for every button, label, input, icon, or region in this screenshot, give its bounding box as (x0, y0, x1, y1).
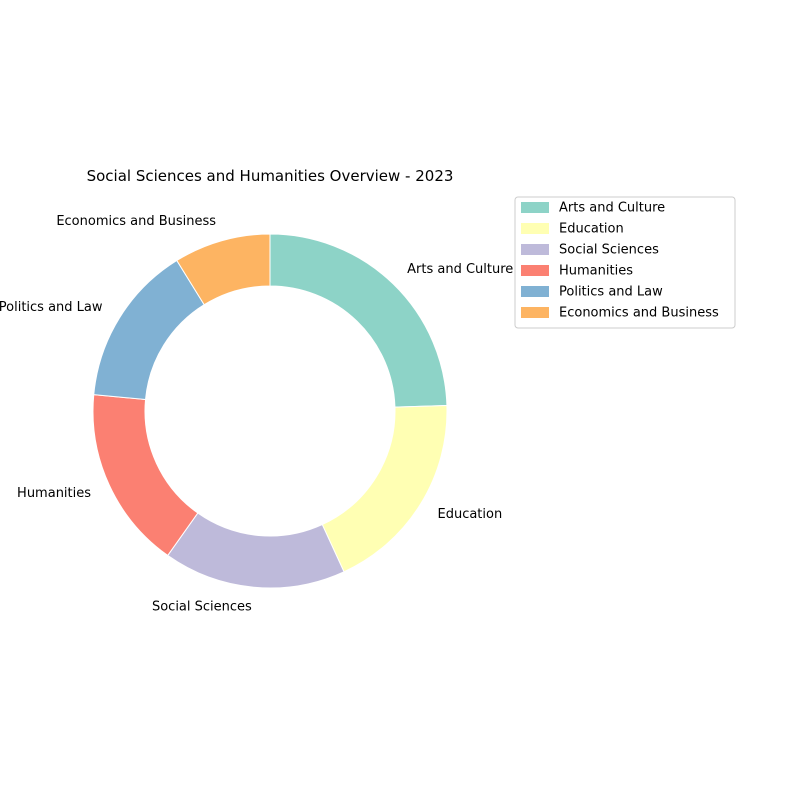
legend-label-social-sciences: Social Sciences (559, 243, 659, 258)
legend-label-economics-and-business: Economics and Business (559, 306, 719, 321)
slice-label-economics-and-business: Economics and Business (56, 214, 216, 229)
legend-frame (514, 196, 736, 329)
slice-economics-and-business (176, 233, 271, 306)
chart-title: Social Sciences and Humanities Overview … (87, 167, 454, 185)
legend-label-humanities: Humanities (559, 264, 633, 279)
slice-label-social-sciences: Social Sciences (152, 600, 252, 615)
slice-labels-group: Arts and Culture Education Social Sciences… (0, 214, 513, 615)
slices-group (92, 233, 448, 589)
legend-label-education: Education (559, 222, 624, 237)
legend-swatch-education (521, 223, 549, 234)
legend-swatch-social-sciences (521, 244, 549, 255)
slice-label-education: Education (437, 507, 502, 522)
slice-label-humanities: Humanities (17, 486, 91, 501)
slice-label-politics-and-law: Politics and Law (0, 300, 103, 315)
legend-swatch-arts-and-culture (521, 202, 549, 213)
legend-swatch-politics-and-law (521, 286, 549, 297)
legend-swatch-economics-and-business (521, 307, 549, 318)
legend-label-politics-and-law: Politics and Law (559, 285, 663, 300)
legend-label-arts-and-culture: Arts and Culture (559, 201, 665, 216)
slice-label-arts-and-culture: Arts and Culture (407, 262, 513, 277)
legend: Arts and Culture Education Social Sciences… (514, 196, 736, 329)
legend-swatch-humanities (521, 265, 549, 276)
